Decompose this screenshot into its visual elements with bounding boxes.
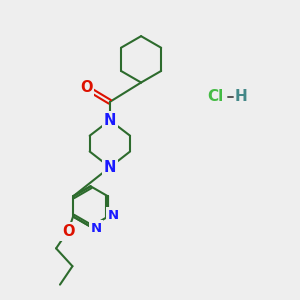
Text: N: N: [90, 222, 101, 235]
Text: N: N: [104, 160, 116, 175]
Text: Cl: Cl: [207, 89, 224, 104]
Text: H: H: [234, 89, 247, 104]
Text: O: O: [62, 224, 75, 239]
Text: N: N: [108, 208, 119, 222]
Text: O: O: [80, 80, 92, 95]
Text: N: N: [104, 113, 116, 128]
